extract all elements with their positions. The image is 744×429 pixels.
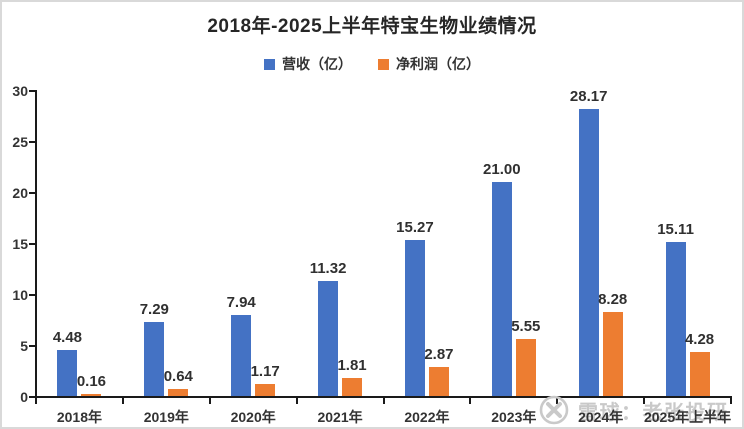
x-axis-label: 2021年 (317, 409, 363, 425)
x-axis-tick (35, 398, 37, 404)
x-axis-line (35, 396, 732, 398)
y-axis-tick-label: 10 (12, 287, 28, 303)
net-profit-bar (689, 352, 710, 396)
bar-value-label: 1.17 (250, 363, 280, 381)
revenue-bar (231, 315, 252, 396)
x-axis-label: 2022年 (404, 409, 450, 425)
y-axis-tick (29, 294, 35, 296)
y-axis-tick (29, 396, 35, 398)
revenue-bar (665, 241, 686, 396)
bar-value-label: 15.11 (657, 220, 694, 238)
net-profit-bar (168, 389, 189, 396)
net-profit-legend-swatch (378, 58, 389, 70)
legend-item-revenue: 营收（亿） (264, 54, 352, 74)
x-axis-tick (556, 398, 559, 404)
bar-value-label: 8.28 (598, 290, 628, 308)
revenue-legend-swatch (264, 58, 275, 70)
x-axis-label: 2019年 (143, 409, 189, 425)
x-axis-label: 2023年 (491, 409, 537, 425)
x-axis-tick (643, 398, 646, 404)
watermark: 雪球：老张投研 (538, 394, 729, 426)
x-axis-label: 2025年上半年 (643, 409, 732, 425)
y-axis-tick (29, 141, 35, 143)
net-profit-bar (428, 366, 449, 396)
x-axis-tick (382, 398, 385, 404)
bar-value-label: 0.16 (76, 373, 107, 390)
x-axis-tick (730, 398, 732, 404)
revenue-bar (491, 181, 512, 396)
y-axis-tick-label: 25 (12, 134, 28, 150)
revenue-bar (578, 108, 599, 396)
x-axis-label: 2018年 (56, 409, 103, 425)
y-axis-tick-label: 30 (12, 83, 28, 99)
chart-title: 2018年-2025上半年特宝生物业绩情况 (207, 16, 537, 37)
y-axis-tick (29, 345, 35, 347)
net-profit-bar (515, 339, 536, 396)
bar-value-label: 4.28 (684, 331, 715, 349)
x-axis-tick (208, 398, 211, 404)
legend: 营收（亿） 净利润（亿） (2, 54, 742, 74)
x-axis-tick (469, 398, 472, 404)
x-axis-tick (295, 398, 298, 404)
y-axis-tick-label: 5 (20, 338, 28, 354)
x-axis-label: 2020年 (230, 409, 276, 425)
bar-value-label: 1.81 (337, 356, 367, 374)
revenue-bar (318, 280, 339, 396)
bar-value-label: 7.29 (139, 300, 169, 318)
y-axis-tick-label: 15 (12, 236, 28, 252)
net-profit-bar (81, 394, 102, 396)
revenue-bar (404, 240, 425, 396)
net-profit-bar (602, 311, 623, 396)
revenue-bar (57, 350, 78, 396)
legend-item-net-profit: 净利润（亿） (378, 54, 480, 74)
net-profit-bar (342, 377, 363, 396)
bar-value-label: 4.48 (52, 329, 83, 347)
bar-value-label: 2.87 (424, 345, 454, 363)
xueqiu-logo-icon (539, 395, 569, 425)
y-axis-tick (29, 192, 35, 194)
net-profit-legend-label: 净利润（亿） (396, 56, 480, 72)
bar-value-label: 7.94 (226, 294, 256, 311)
y-axis-tick-label: 20 (12, 185, 28, 201)
revenue-legend-label: 营收（亿） (282, 56, 352, 72)
x-axis-tick (121, 398, 124, 404)
bar-value-label: 15.27 (396, 219, 434, 237)
revenue-bar (144, 321, 165, 396)
y-axis-line (35, 90, 37, 398)
bar-value-label: 28.17 (569, 87, 608, 105)
bar-value-label: 11.32 (309, 259, 347, 277)
bar-value-label: 0.64 (163, 368, 193, 386)
y-axis-tick-label: 0 (20, 389, 28, 405)
bar-value-label: 21.00 (483, 160, 521, 178)
y-axis-tick (29, 90, 35, 92)
y-axis-tick (29, 243, 35, 245)
bar-value-label: 5.55 (511, 318, 541, 336)
x-axis-label: 2024年 (578, 409, 624, 425)
watermark-text: 雪球：老张投研 (578, 401, 729, 424)
net-profit-bar (255, 384, 276, 396)
